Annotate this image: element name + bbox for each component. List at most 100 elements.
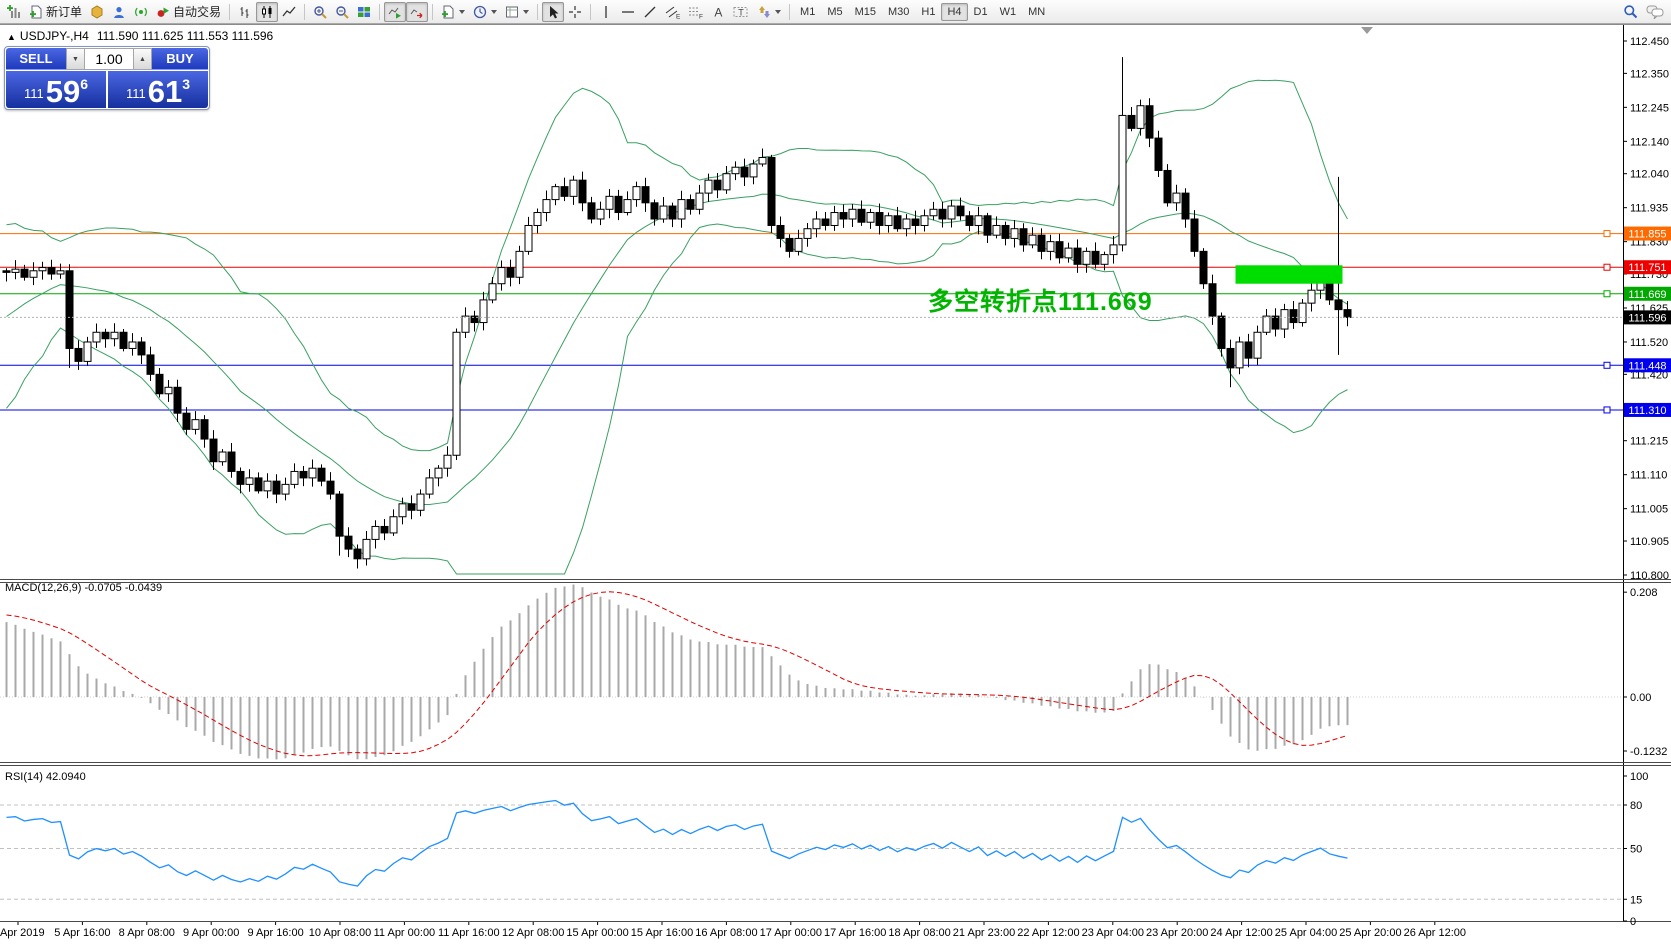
fibonacci-icon: F — [689, 7, 703, 19]
svg-text:50: 50 — [1630, 844, 1642, 856]
text-tool-button[interactable]: A — [707, 2, 729, 22]
autotrading-button[interactable]: 自动交易 — [152, 2, 225, 22]
timeframe-D1[interactable]: D1 — [973, 5, 988, 18]
svg-text:16 Apr 08:00: 16 Apr 08:00 — [695, 927, 757, 939]
svg-text:111.751: 111.751 — [1628, 262, 1666, 274]
svg-text:111.420: 111.420 — [1630, 369, 1668, 381]
vertical-line-icon — [605, 5, 607, 18]
text-label-icon: T — [733, 6, 748, 17]
templates-button[interactable] — [501, 2, 533, 22]
buy-price-button[interactable]: 111 61 3 — [108, 71, 208, 108]
timeframe-H1[interactable]: H1 — [921, 5, 936, 18]
search-button[interactable] — [1619, 2, 1642, 22]
line-chart-mode-button[interactable] — [278, 2, 300, 22]
history-center-button[interactable] — [86, 2, 108, 22]
trendline-tool-button[interactable] — [639, 2, 661, 22]
template-icon — [506, 6, 519, 17]
svg-text:111.215: 111.215 — [1630, 436, 1668, 448]
arrows-tool-button[interactable] — [753, 2, 785, 22]
svg-text:25 Apr 20:00: 25 Apr 20:00 — [1339, 927, 1401, 939]
tile-windows-button[interactable] — [353, 2, 375, 22]
chart-window[interactable]: 112.450 112.350 112.245 112.140 112.040 111.9… — [0, 24, 1671, 946]
svg-text:111.935: 111.935 — [1630, 203, 1668, 215]
svg-text:111.520: 111.520 — [1630, 337, 1668, 349]
svg-text:17 Apr 00:00: 17 Apr 00:00 — [760, 927, 822, 939]
svg-text:0.00: 0.00 — [1630, 692, 1651, 704]
timeframe-M5[interactable]: M5 — [827, 5, 843, 18]
zoom-out-button[interactable] — [331, 2, 353, 22]
autoscroll-icon — [388, 7, 402, 19]
sell-button[interactable]: SELL — [6, 48, 66, 70]
buy-price-point: 3 — [182, 76, 191, 92]
new-chart-button[interactable] — [3, 2, 25, 22]
svg-text:T: T — [738, 7, 744, 17]
volume-input[interactable]: 1.00 — [85, 48, 133, 70]
buy-price-figure: 111 — [125, 86, 146, 101]
dropdown-caret — [523, 9, 530, 14]
timeframe-W1[interactable]: W1 — [999, 5, 1017, 18]
cursor-icon — [550, 5, 559, 18]
sell-price-point: 6 — [80, 76, 89, 92]
timeframe-group: M1 M5 M15 M30 H1 H4 D1 W1 MN — [794, 2, 1051, 21]
svg-text:11 Apr 16:00: 11 Apr 16:00 — [438, 927, 500, 939]
new-order-button[interactable]: 新订单 — [25, 2, 86, 22]
timeframe-M15[interactable]: M15 — [854, 5, 876, 18]
new-order-icon — [30, 5, 42, 18]
toolbar-separator — [229, 3, 231, 20]
crosshair-icon — [569, 5, 582, 18]
bar-chart-icon — [240, 6, 249, 18]
cursor-tool-button[interactable] — [542, 1, 565, 22]
signals-button[interactable] — [130, 2, 152, 22]
svg-text:21 Apr 23:00: 21 Apr 23:00 — [953, 927, 1015, 939]
chat-bubbles-icon — [1646, 5, 1664, 19]
timeframe-H4[interactable]: H4 — [941, 2, 968, 21]
buy-button[interactable]: BUY — [152, 48, 208, 70]
profiles-button[interactable] — [108, 2, 130, 22]
volume-decrease-button[interactable]: ▼ — [66, 48, 85, 70]
vertical-line-tool-button[interactable] — [595, 2, 617, 22]
horizontal-line-tool-button[interactable] — [617, 2, 639, 22]
bar-chart-mode-button[interactable] — [234, 2, 256, 22]
svg-text:23 Apr 20:00: 23 Apr 20:00 — [1146, 927, 1208, 939]
arrows-icon — [759, 5, 771, 18]
sell-price-button[interactable]: 111 59 6 — [6, 71, 106, 108]
svg-text:-0.1232: -0.1232 — [1630, 746, 1667, 758]
periods-button[interactable] — [469, 2, 501, 22]
chart-shift-icon — [410, 8, 423, 18]
svg-text:8 Apr 08:00: 8 Apr 08:00 — [119, 927, 175, 939]
timeframe-M30[interactable]: M30 — [888, 5, 910, 18]
crosshair-tool-button[interactable] — [564, 2, 586, 22]
autoscroll-button[interactable] — [384, 1, 407, 22]
autotrading-icon — [157, 7, 170, 17]
svg-text:E: E — [676, 13, 680, 19]
svg-text:24 Apr 12:00: 24 Apr 12:00 — [1210, 927, 1272, 939]
toolbar-separator — [304, 3, 306, 20]
equidistant-channel-icon: E — [665, 6, 680, 19]
chart-shift-button[interactable] — [406, 1, 429, 22]
horizontal-line-icon — [622, 10, 635, 13]
chat-button[interactable] — [1642, 2, 1668, 22]
svg-text:112.040: 112.040 — [1630, 169, 1669, 181]
volume-increase-button[interactable]: ▲ — [133, 48, 152, 70]
zoom-in-button[interactable] — [309, 2, 331, 22]
svg-text:110.905: 110.905 — [1630, 536, 1669, 548]
tile-windows-icon — [358, 6, 371, 17]
channel-tool-button[interactable]: E — [661, 2, 684, 22]
candlestick-mode-button[interactable] — [256, 1, 279, 22]
svg-text:F: F — [699, 13, 703, 19]
timeframe-M1[interactable]: M1 — [800, 5, 816, 18]
svg-text:5 Apr 2019: 5 Apr 2019 — [0, 927, 45, 939]
svg-text:112.245: 112.245 — [1630, 102, 1669, 114]
svg-text:110.800: 110.800 — [1630, 570, 1669, 582]
history-book-icon — [91, 4, 103, 19]
svg-text:17 Apr 16:00: 17 Apr 16:00 — [824, 927, 886, 939]
indicators-button[interactable] — [437, 2, 469, 22]
new-order-label: 新订单 — [46, 5, 83, 19]
buy-price-pips: 61 — [147, 74, 183, 109]
timeframe-MN[interactable]: MN — [1028, 5, 1046, 18]
line-chart-icon — [282, 6, 296, 16]
label-tool-button[interactable]: T — [729, 2, 753, 22]
svg-text:111.596: 111.596 — [1628, 312, 1666, 324]
one-click-trading-panel: SELL ▼ 1.00 ▲ BUY 111 59 6 111 61 3 — [4, 46, 210, 110]
fibonacci-tool-button[interactable]: F — [684, 2, 707, 22]
